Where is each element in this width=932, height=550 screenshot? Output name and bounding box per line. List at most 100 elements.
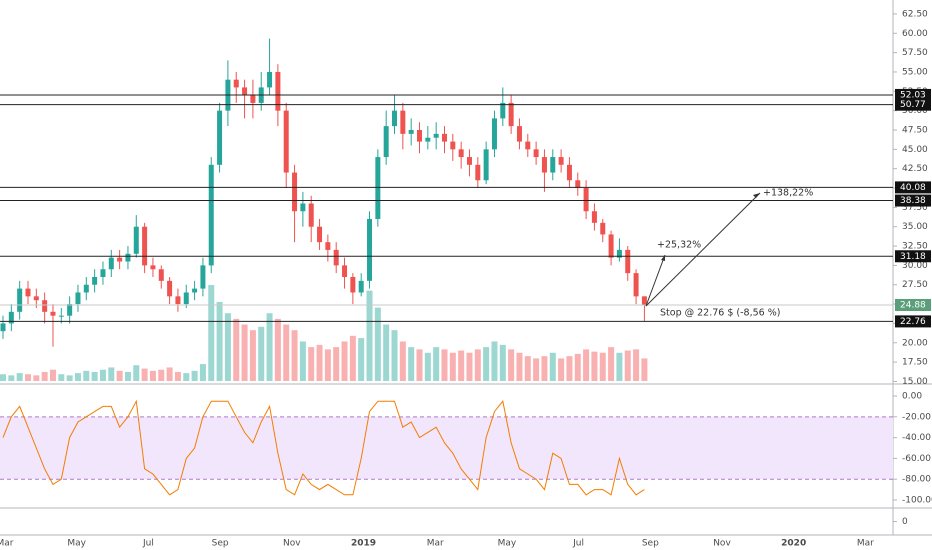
x-axis-label: 2020 [781, 539, 806, 549]
candle-body [125, 253, 131, 262]
candle-body [600, 222, 606, 235]
y-tick-label: 32.50 [902, 242, 928, 252]
candle-body [358, 280, 364, 293]
candle-body [417, 129, 422, 142]
level-label-box [895, 250, 931, 263]
volume-bar [533, 358, 540, 381]
candle-body [308, 203, 314, 227]
volume-bar [349, 335, 356, 381]
candle-body [108, 257, 114, 270]
y-tick-label: 0 [902, 517, 908, 527]
volume-bar [616, 352, 623, 381]
oscillator-line [2, 399, 645, 496]
y-tick-label: 50.00 [902, 106, 928, 116]
volume-bar [466, 352, 473, 381]
candle-body [433, 133, 439, 138]
volume-bar [174, 371, 181, 381]
volume-bar [233, 318, 240, 381]
volume-bar [0, 374, 6, 381]
candle-body [58, 315, 64, 317]
y-tick-label: 27.50 [902, 280, 928, 290]
volume-bar [366, 290, 373, 381]
volume-bar [16, 373, 23, 381]
volume-bar [241, 324, 248, 381]
candle-body [200, 265, 206, 289]
volume-bar [491, 341, 498, 381]
volume-bar [424, 352, 431, 381]
candle-body [325, 242, 331, 250]
x-axis-label: May [498, 539, 517, 549]
volume-bar [333, 347, 340, 381]
candle-body [566, 164, 572, 181]
volume-bar [24, 374, 31, 381]
volume-bar [566, 356, 573, 381]
x-axis-label: 2019 [351, 539, 376, 549]
candle-body [392, 110, 398, 127]
volume-bar [591, 351, 598, 381]
y-tick-label: -60.00 [902, 454, 931, 464]
candle-body [383, 126, 389, 158]
candle-body [425, 137, 431, 142]
candle-body [167, 280, 173, 297]
candle-body [408, 129, 414, 134]
candle-body [267, 71, 273, 88]
volume-bar [358, 338, 365, 381]
y-tick-label: 47.50 [902, 125, 928, 135]
x-axis-label: Mar [857, 539, 874, 549]
candle-body [483, 149, 489, 181]
volume-bar [66, 375, 73, 381]
candle-body [533, 149, 539, 158]
candle-body [550, 157, 556, 173]
volume-bar [116, 370, 123, 381]
candle-body [158, 269, 164, 281]
volume-bar [508, 349, 515, 381]
volume-bar [258, 326, 265, 381]
volume-bar [399, 341, 406, 381]
candle-body [333, 249, 339, 266]
volume-bar [183, 373, 190, 381]
x-axis-label: Nov [713, 539, 731, 549]
last-price-label: 24.88 [900, 301, 926, 311]
y-tick-label: -20.00 [902, 412, 931, 422]
level-label: 22.76 [900, 317, 926, 327]
x-axis-label: Jul [572, 539, 584, 549]
y-tick-label: 57.50 [902, 48, 928, 58]
level-label-box [895, 194, 931, 207]
volume-bar [166, 367, 173, 381]
volume-bar [633, 349, 640, 381]
volume-bar [408, 347, 415, 381]
candle-body [375, 157, 381, 219]
volume-bar [224, 313, 231, 381]
y-tick-label: 42.50 [902, 164, 928, 174]
candle-body [591, 211, 597, 223]
volume-bar [324, 349, 331, 381]
volume-bar [91, 371, 98, 381]
volume-bar [274, 318, 281, 381]
volume-bar [641, 358, 648, 381]
candle-body [508, 102, 514, 127]
candle-body [175, 296, 181, 305]
volume-bar [99, 369, 106, 381]
y-tick-label: 20.00 [902, 338, 928, 348]
y-tick-label: -80.00 [902, 475, 931, 485]
arrow-head [753, 193, 760, 198]
level-label-box [895, 315, 931, 328]
volume-bar [441, 349, 448, 381]
candle-body [300, 203, 306, 212]
candle-body [233, 79, 239, 88]
volume-bar [291, 330, 298, 381]
candle-body [50, 311, 56, 316]
volume-bar [499, 344, 506, 381]
candle-body [142, 226, 148, 266]
candle-body [117, 257, 123, 262]
volume-bar [33, 375, 40, 381]
projection-arrow [645, 254, 666, 307]
candle-body [17, 288, 23, 312]
level-label-box [895, 98, 931, 111]
candle-body [100, 269, 106, 277]
candle-body [8, 311, 14, 324]
candle-body [275, 71, 281, 111]
candle-body [350, 276, 356, 293]
candle-body [242, 87, 248, 96]
volume-bar [133, 365, 140, 381]
